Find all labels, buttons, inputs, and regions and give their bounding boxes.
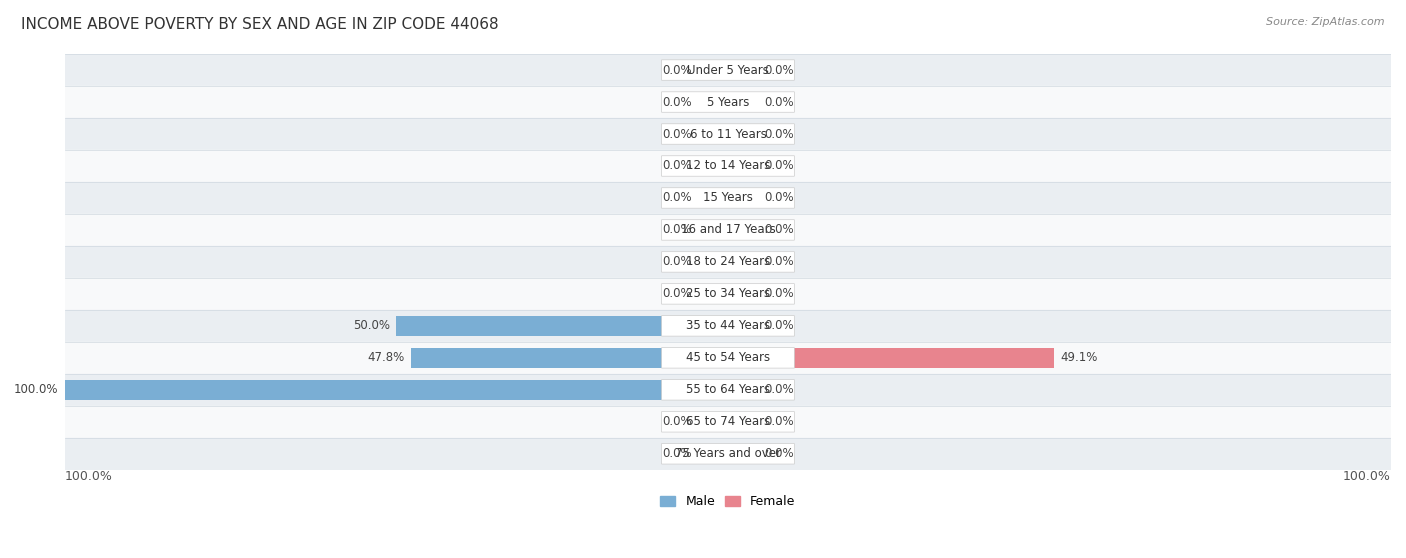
Bar xyxy=(65,150,1391,182)
FancyBboxPatch shape xyxy=(662,444,794,464)
Text: 0.0%: 0.0% xyxy=(765,319,794,333)
Legend: Male, Female: Male, Female xyxy=(655,490,800,513)
Text: 0.0%: 0.0% xyxy=(765,383,794,396)
FancyBboxPatch shape xyxy=(662,60,794,80)
FancyBboxPatch shape xyxy=(662,412,794,432)
Bar xyxy=(662,188,699,208)
Bar xyxy=(65,118,1391,150)
Text: 0.0%: 0.0% xyxy=(765,256,794,268)
Bar xyxy=(65,246,1391,278)
Text: 75 Years and over: 75 Years and over xyxy=(675,448,780,460)
Bar xyxy=(758,284,794,304)
Text: 65 to 74 Years: 65 to 74 Years xyxy=(686,415,770,429)
Text: Source: ZipAtlas.com: Source: ZipAtlas.com xyxy=(1267,17,1385,27)
Text: 0.0%: 0.0% xyxy=(662,448,692,460)
Text: 0.0%: 0.0% xyxy=(662,64,692,76)
Text: 6 to 11 Years: 6 to 11 Years xyxy=(689,128,766,141)
Text: 15 Years: 15 Years xyxy=(703,191,752,204)
Text: 12 to 14 Years: 12 to 14 Years xyxy=(686,160,770,172)
Text: 100.0%: 100.0% xyxy=(65,470,112,483)
FancyBboxPatch shape xyxy=(662,124,794,144)
FancyBboxPatch shape xyxy=(662,283,794,304)
Bar xyxy=(65,54,1391,86)
Text: 0.0%: 0.0% xyxy=(765,128,794,141)
Text: 0.0%: 0.0% xyxy=(662,160,692,172)
Text: 0.0%: 0.0% xyxy=(662,256,692,268)
FancyBboxPatch shape xyxy=(662,379,794,400)
Text: INCOME ABOVE POVERTY BY SEX AND AGE IN ZIP CODE 44068: INCOME ABOVE POVERTY BY SEX AND AGE IN Z… xyxy=(21,17,499,32)
Text: 55 to 64 Years: 55 to 64 Years xyxy=(686,383,770,396)
FancyBboxPatch shape xyxy=(662,348,794,368)
Text: 0.0%: 0.0% xyxy=(765,160,794,172)
Text: 0.0%: 0.0% xyxy=(765,448,794,460)
Bar xyxy=(758,316,794,336)
Bar xyxy=(65,214,1391,246)
Bar xyxy=(758,380,794,400)
Bar xyxy=(65,278,1391,310)
Bar xyxy=(794,348,1053,368)
Bar xyxy=(662,156,699,176)
Text: 25 to 34 Years: 25 to 34 Years xyxy=(686,287,770,300)
Text: 0.0%: 0.0% xyxy=(662,415,692,429)
Bar xyxy=(65,406,1391,438)
FancyBboxPatch shape xyxy=(662,316,794,336)
Text: Under 5 Years: Under 5 Years xyxy=(688,64,769,76)
Bar xyxy=(411,348,662,368)
Bar xyxy=(65,182,1391,214)
Text: 49.1%: 49.1% xyxy=(1060,352,1098,364)
Bar xyxy=(758,412,794,432)
Bar xyxy=(65,438,1391,470)
Text: 5 Years: 5 Years xyxy=(707,95,749,108)
Text: 0.0%: 0.0% xyxy=(662,287,692,300)
FancyBboxPatch shape xyxy=(662,156,794,176)
Bar xyxy=(662,220,699,240)
Bar xyxy=(662,284,699,304)
Bar xyxy=(65,374,1391,406)
Text: 0.0%: 0.0% xyxy=(765,191,794,204)
FancyBboxPatch shape xyxy=(662,252,794,272)
Bar xyxy=(662,252,699,272)
Text: 0.0%: 0.0% xyxy=(662,223,692,237)
Text: 16 and 17 Years: 16 and 17 Years xyxy=(681,223,775,237)
Text: 0.0%: 0.0% xyxy=(662,95,692,108)
Text: 47.8%: 47.8% xyxy=(367,352,405,364)
Bar xyxy=(65,342,1391,374)
FancyBboxPatch shape xyxy=(662,92,794,112)
FancyBboxPatch shape xyxy=(662,187,794,208)
Text: 0.0%: 0.0% xyxy=(662,191,692,204)
Bar xyxy=(758,444,794,464)
Bar xyxy=(758,124,794,144)
Text: 100.0%: 100.0% xyxy=(14,383,58,396)
Text: 18 to 24 Years: 18 to 24 Years xyxy=(686,256,770,268)
Bar xyxy=(662,412,699,432)
Text: 0.0%: 0.0% xyxy=(765,415,794,429)
Text: 45 to 54 Years: 45 to 54 Years xyxy=(686,352,770,364)
Text: 0.0%: 0.0% xyxy=(765,95,794,108)
Bar xyxy=(662,124,699,144)
Bar xyxy=(662,92,699,112)
Bar xyxy=(396,316,662,336)
Bar xyxy=(758,252,794,272)
Text: 0.0%: 0.0% xyxy=(662,128,692,141)
Bar xyxy=(758,92,794,112)
Bar xyxy=(758,220,794,240)
Bar xyxy=(662,60,699,80)
Text: 100.0%: 100.0% xyxy=(1343,470,1391,483)
Text: 0.0%: 0.0% xyxy=(765,64,794,76)
Bar xyxy=(65,310,1391,342)
Bar xyxy=(758,60,794,80)
Text: 35 to 44 Years: 35 to 44 Years xyxy=(686,319,770,333)
Bar xyxy=(65,380,662,400)
Bar xyxy=(65,86,1391,118)
Text: 50.0%: 50.0% xyxy=(353,319,389,333)
FancyBboxPatch shape xyxy=(662,220,794,240)
Text: 0.0%: 0.0% xyxy=(765,287,794,300)
Bar xyxy=(758,188,794,208)
Bar xyxy=(758,156,794,176)
Bar xyxy=(662,444,699,464)
Text: 0.0%: 0.0% xyxy=(765,223,794,237)
